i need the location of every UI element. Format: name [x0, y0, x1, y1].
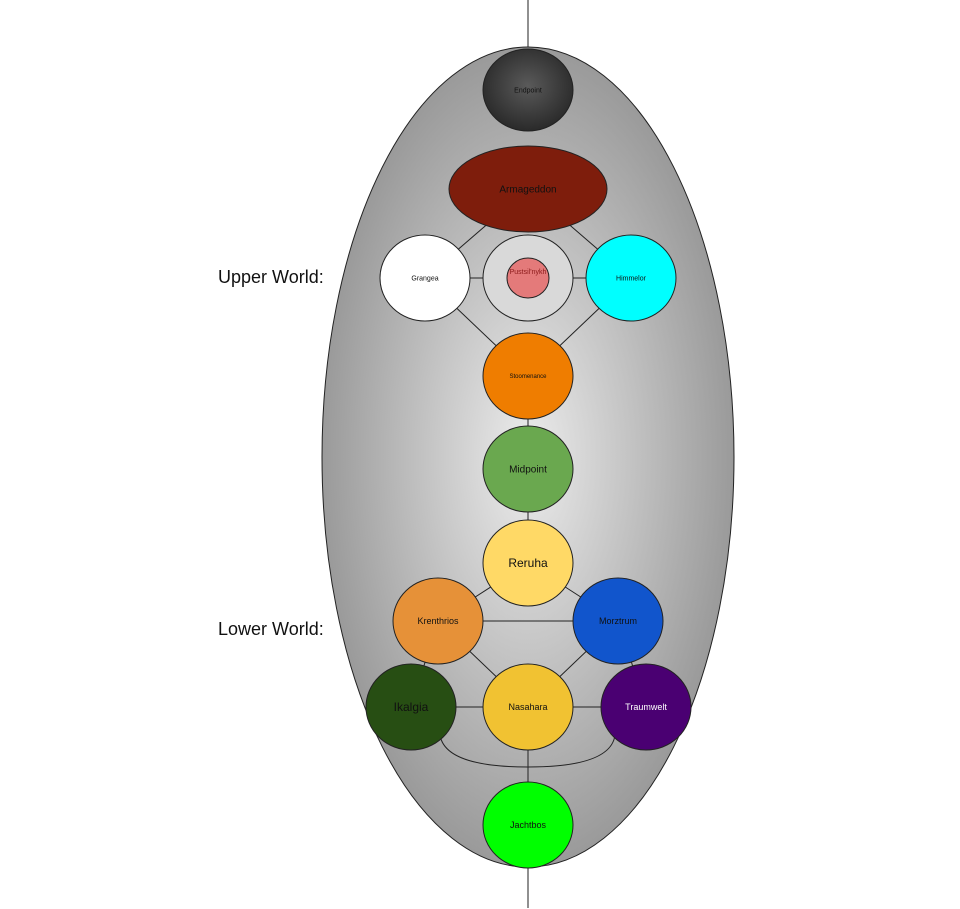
node-armageddon-label: Armageddon [499, 185, 556, 196]
lower-world-label: Lower World: [218, 619, 324, 639]
node-jachtbos: Jachtbos [482, 781, 574, 869]
node-nasahara-shape [482, 663, 574, 751]
node-jachtbos-label: Jachtbos [510, 820, 547, 830]
node-midpoint-label: Midpoint [509, 465, 547, 476]
node-ikalgia-shape [365, 663, 457, 751]
node-himmelor-label: Himmelor [616, 275, 647, 282]
node-traumwelt: Traumwelt [600, 663, 692, 751]
node-endpoint: Endpoint [482, 48, 574, 132]
node-reruha-shape [482, 519, 574, 607]
node-himmelor: Himmelor [585, 234, 677, 322]
upper-world-label: Upper World: [218, 267, 324, 287]
node-morztrum-label: Morztrum [599, 616, 637, 626]
node-reruha-label: Reruha [508, 556, 548, 570]
node-stoomenance-shape [482, 332, 574, 420]
nodes-layer: Endpoint Armageddon Grangea Pustsil'nykh Him… [365, 48, 692, 869]
node-krenthrios-shape [392, 577, 484, 665]
node-endpoint-shape [482, 48, 574, 132]
node-endpoint-label: Endpoint [514, 87, 542, 94]
node-morztrum: Morztrum [572, 577, 664, 665]
node-traumwelt-label: Traumwelt [625, 702, 667, 712]
node-krenthrios: Krenthrios [392, 577, 484, 665]
node-traumwelt-shape [600, 663, 692, 751]
node-grangea-label: Grangea [411, 275, 438, 282]
node-nasahara: Nasahara [482, 663, 574, 751]
node-morztrum-shape [572, 577, 664, 665]
node-grangea: Grangea [379, 234, 471, 322]
node-ikalgia-label: Ikalgia [394, 700, 429, 714]
node-jachtbos-shape [482, 781, 574, 869]
node-stoomenance: Stoomenance [482, 332, 574, 420]
node-midpoint-shape [482, 425, 574, 513]
node-pustsil: Pustsil'nykh [482, 234, 574, 322]
node-pustsil-core [506, 257, 550, 299]
node-himmelor-shape [585, 234, 677, 322]
node-midpoint: Midpoint [482, 425, 574, 513]
node-krenthrios-label: Krenthrios [417, 616, 459, 626]
node-armageddon: Armageddon [448, 145, 608, 233]
node-ikalgia: Ikalgia [365, 663, 457, 751]
node-armageddon-shape [448, 145, 608, 233]
node-pustsil-label: Pustsil'nykh [510, 269, 547, 276]
node-reruha: Reruha [482, 519, 574, 607]
node-grangea-shape [379, 234, 471, 322]
node-nasahara-label: Nasahara [508, 702, 547, 712]
node-stoomenance-label: Stoomenance [509, 374, 547, 380]
